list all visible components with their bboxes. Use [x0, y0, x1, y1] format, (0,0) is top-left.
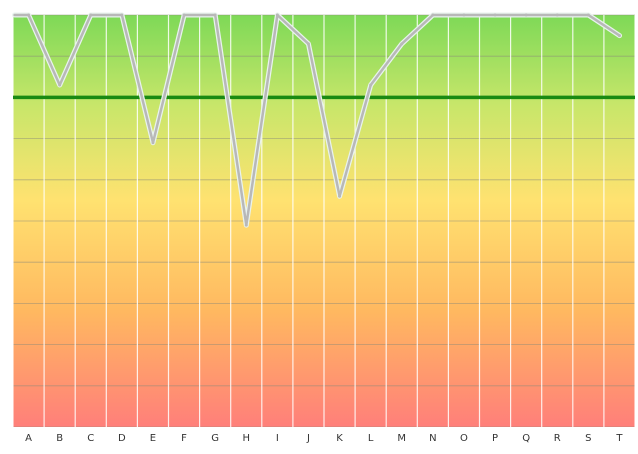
data-point-H: [244, 223, 248, 227]
x-tick-label-K: K: [336, 433, 343, 444]
data-point-A: [27, 13, 31, 17]
x-axis-ticks: A B C D E F G H I J K L M N O P Q R S T: [13, 427, 635, 445]
x-tick-label-E: E: [150, 433, 156, 444]
data-point-P: [493, 13, 497, 17]
x-tick-label-H: H: [242, 433, 250, 444]
x-tick-label-Q: Q: [522, 433, 530, 444]
data-point-C: [89, 13, 93, 17]
data-point-N: [431, 13, 435, 17]
x-tick-label-G: G: [211, 433, 219, 444]
data-point-L: [369, 83, 373, 87]
data-point-T: [617, 34, 621, 38]
data-point-B: [58, 83, 62, 87]
x-tick-label-T: T: [615, 433, 623, 444]
data-point-D: [120, 13, 124, 17]
grid: [12, 14, 636, 445]
x-tick-label-S: S: [585, 433, 591, 444]
data-point-K: [338, 194, 342, 198]
x-tick-label-F: F: [181, 433, 187, 444]
x-tick-label-I: I: [276, 433, 279, 444]
x-tick-label-R: R: [554, 433, 561, 444]
data-point-E: [151, 141, 155, 145]
x-axis-band: [13, 427, 635, 445]
x-tick-label-N: N: [429, 433, 436, 444]
data-point-I: [275, 13, 279, 17]
x-tick-label-A: A: [25, 433, 32, 444]
x-tick-label-D: D: [118, 433, 126, 444]
x-tick-label-B: B: [56, 433, 63, 444]
data-point-Q: [524, 13, 528, 17]
x-tick-label-J: J: [306, 433, 310, 444]
data-point-M: [400, 42, 404, 46]
data-point-G: [213, 13, 217, 17]
x-tick-label-L: L: [368, 433, 374, 444]
data-point-J: [306, 42, 310, 46]
data-point-F: [182, 13, 186, 17]
x-tick-label-P: P: [492, 433, 498, 444]
data-point-S: [586, 13, 590, 17]
x-tick-label-C: C: [87, 433, 94, 444]
x-tick-label-O: O: [460, 433, 468, 444]
data-point-O: [462, 13, 466, 17]
x-tick-label-M: M: [397, 433, 406, 444]
data-point-R: [555, 13, 559, 17]
series-layer: [12, 12, 622, 228]
